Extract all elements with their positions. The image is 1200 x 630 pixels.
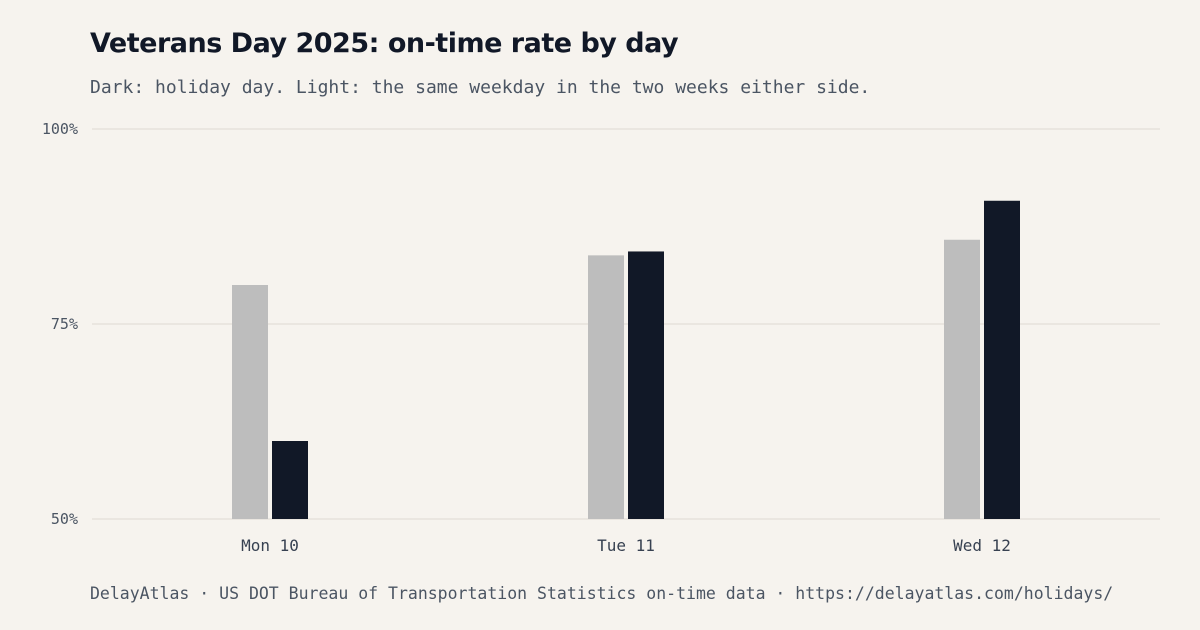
holiday-bar xyxy=(628,251,664,519)
chart-title: Veterans Day 2025: on-time rate by day xyxy=(90,28,679,59)
chart-subtitle: Dark: holiday day. Light: the same weekd… xyxy=(90,77,871,98)
source-footer: DelayAtlas · US DOT Bureau of Transporta… xyxy=(90,584,1114,603)
y-tick-label: 50% xyxy=(51,510,78,528)
baseline-bar xyxy=(588,255,624,520)
holiday-bar xyxy=(272,441,308,519)
x-category-label: Wed 12 xyxy=(953,536,1011,555)
x-category-label: Tue 11 xyxy=(597,536,655,555)
baseline-bar xyxy=(232,285,268,519)
x-category-label: Mon 10 xyxy=(241,536,299,555)
baseline-bar xyxy=(944,239,980,519)
holiday-bar xyxy=(984,200,1020,519)
y-tick-label: 75% xyxy=(51,315,78,333)
y-tick-label: 100% xyxy=(42,120,78,138)
